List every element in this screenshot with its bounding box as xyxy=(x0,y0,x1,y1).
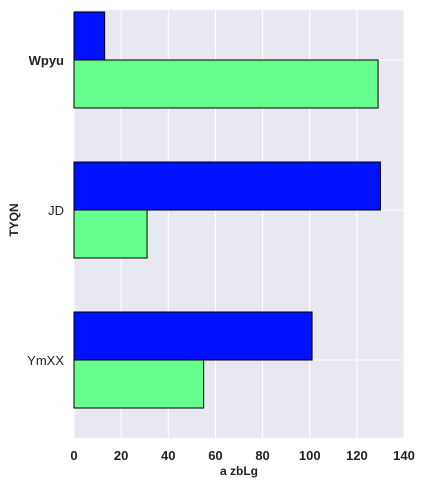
x-tick-labels: 0 20 40 60 80 100 120 140 xyxy=(70,448,414,463)
x-tick-label: 40 xyxy=(161,448,175,463)
bar-ymxx-series-1 xyxy=(73,311,313,361)
bar-wpyu-series-1 xyxy=(73,11,106,61)
x-tick-label: 100 xyxy=(299,448,321,463)
y-tick-label: YmXX xyxy=(27,353,64,368)
bar-jd-series-2 xyxy=(73,209,148,259)
x-tick-label: 60 xyxy=(208,448,222,463)
x-tick-label: 80 xyxy=(255,448,269,463)
y-axis-label: TYQN xyxy=(7,203,21,236)
x-tick-label: 0 xyxy=(70,448,77,463)
bar-ymxx-series-2 xyxy=(73,359,205,409)
y-tick-label: JD xyxy=(48,203,64,218)
x-tick-label: 120 xyxy=(346,448,368,463)
y-tick-labels: Wpyu JD YmXX xyxy=(27,53,64,368)
y-tick-label: Wpyu xyxy=(29,53,64,68)
x-tick-label: 140 xyxy=(393,448,415,463)
bar-wpyu-series-2 xyxy=(73,59,379,109)
x-tick-label: 20 xyxy=(114,448,128,463)
x-axis-label: a zbLg xyxy=(220,464,258,478)
bar-jd-series-1 xyxy=(73,161,381,211)
bars xyxy=(73,11,381,409)
